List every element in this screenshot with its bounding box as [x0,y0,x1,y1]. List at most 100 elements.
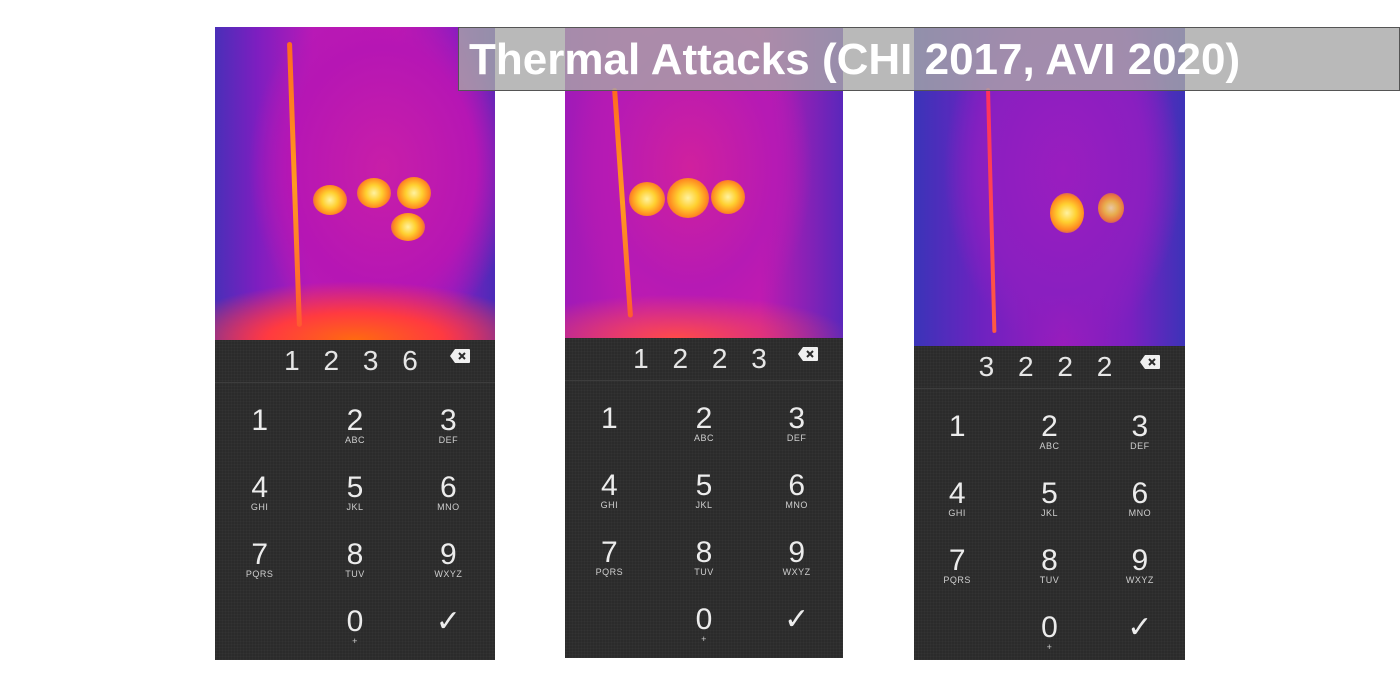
key-digit: 6 [439,471,457,504]
pin-keypad: 1 2 3 6 1 2 ABC 3 DEF 4 GHI 5 JKL 6 MNO 7 PQRS 8 TUV 9 W… [215,340,495,660]
heat-spot [357,178,391,208]
key-letters: DEF [1130,441,1150,451]
key-digit: 5 [346,471,364,504]
key-5[interactable]: 5 JKL [310,471,400,513]
key-digit: 1 [601,402,618,435]
key-3[interactable]: 3 DEF [1095,411,1185,452]
key-1[interactable]: 1 [914,411,1002,451]
key-letters: DEF [786,433,807,443]
checkmark-icon: ✓ [1127,611,1153,644]
key-confirm[interactable]: ✓ [752,604,842,644]
key-digit: 0 [695,603,713,636]
key-letters [914,610,1002,620]
key-digit: 4 [601,469,618,502]
key-0[interactable]: 0 + [1005,611,1095,653]
entered-pin: 1 2 3 6 [284,345,426,376]
key-digit: 5 [695,469,713,502]
key-6[interactable]: 6 MNO [1095,477,1185,519]
key-letters: MNO [1128,508,1152,518]
key-letters: GHI [600,500,619,510]
key-3[interactable]: 3 DEF [752,402,842,444]
key-letters: TUV [694,567,714,577]
key-letters: + [701,634,707,644]
key-digit: 2 [695,402,713,435]
checkmark-icon: ✓ [784,603,810,636]
key-6[interactable]: 6 MNO [752,470,842,511]
key-letters: MNO [437,502,460,512]
key-5[interactable]: 5 JKL [659,469,749,511]
key-digit: 9 [439,538,457,571]
entered-pin: 3 2 2 2 [978,351,1121,382]
key-letters: GHI [948,508,966,518]
key-8[interactable]: 8 TUV [1005,545,1095,586]
key-confirm[interactable]: ✓ [403,606,493,646]
key-8[interactable]: 8 TUV [310,539,400,580]
backspace-icon[interactable] [1139,354,1161,370]
heat-spot [397,177,431,209]
backspace-icon[interactable] [797,346,819,362]
key-8[interactable]: 8 TUV [659,536,749,578]
heat-spot [391,213,425,241]
key-4[interactable]: 4 GHI [215,471,305,513]
key-digit: 0 [346,605,364,638]
key-2[interactable]: 2 ABC [659,402,749,444]
key-letters: + [1046,642,1053,652]
key-9[interactable]: 9 WXYZ [403,538,493,580]
key-blank [914,612,1002,620]
pin-entry: 1 2 3 6 [215,340,495,383]
key-letters: WXYZ [434,569,463,579]
heat-spot [667,178,709,218]
heat-streak [986,87,997,333]
key-2[interactable]: 2 ABC [1005,410,1095,452]
thermal-phone-1: 1 2 3 6 1 2 ABC 3 DEF 4 GHI 5 JKL 6 MNO 7 PQRS 8 TUV 9 W… [215,27,495,660]
key-blank [565,604,654,612]
thermal-phone-3: 3 2 2 2 1 2 ABC 3 DEF 4 GHI 5 JKL 6 MNO 7 PQRS 8 TUV 9 W… [914,28,1185,660]
backspace-icon[interactable] [449,348,471,364]
key-letters [215,604,305,614]
key-digit: 3 [788,402,805,435]
key-1[interactable]: 1 [565,403,654,443]
key-letters: ABC [693,433,714,443]
key-4[interactable]: 4 GHI [914,478,1002,519]
key-9[interactable]: 9 WXYZ [1095,545,1185,586]
key-3[interactable]: 3 DEF [403,404,493,446]
key-9[interactable]: 9 WXYZ [752,537,842,578]
key-letters: DEF [438,435,459,445]
key-4[interactable]: 4 GHI [565,469,654,511]
heat-spot [1098,193,1124,223]
key-digit: 0 [1041,611,1058,644]
key-digit: 8 [695,536,713,569]
key-confirm[interactable]: ✓ [1095,612,1185,652]
thermal-image [215,27,495,340]
pin-keypad: 3 2 2 2 1 2 ABC 3 DEF 4 GHI 5 JKL 6 MNO 7 PQRS 8 TUV 9 W… [914,346,1185,660]
key-2[interactable]: 2 ABC [310,405,400,446]
key-digit: 7 [251,538,269,571]
key-letters: ABC [1039,441,1060,451]
checkmark-icon: ✓ [435,605,461,638]
heat-spot [711,180,745,214]
key-7[interactable]: 7 PQRS [914,545,1002,586]
key-digit: 6 [1131,477,1149,510]
thermal-phone-2: 1 2 2 3 1 2 ABC 3 DEF 4 GHI 5 JKL 6 MNO 7 PQRS 8 TUV 9 W… [565,28,843,658]
key-1[interactable]: 1 [215,405,305,445]
key-0[interactable]: 0 + [659,603,749,645]
key-letters: WXYZ [782,567,811,577]
key-letters: JKL [695,500,713,510]
entered-pin: 1 2 2 3 [633,343,775,374]
key-letters: PQRS [943,575,971,585]
key-digit: 2 [1041,410,1058,443]
key-digit: 3 [439,404,457,437]
heat-spot [629,182,665,216]
key-blank [215,606,305,614]
key-0[interactable]: 0 + [310,605,400,647]
key-letters: MNO [785,500,808,510]
key-6[interactable]: 6 MNO [403,471,493,513]
key-digit: 7 [601,536,618,569]
key-letters: TUV [345,569,365,579]
key-7[interactable]: 7 PQRS [215,538,305,580]
key-letters: + [352,636,358,646]
key-digit: 4 [251,471,269,504]
key-7[interactable]: 7 PQRS [565,536,654,578]
key-digit: 5 [1041,477,1058,510]
key-5[interactable]: 5 JKL [1005,477,1095,519]
